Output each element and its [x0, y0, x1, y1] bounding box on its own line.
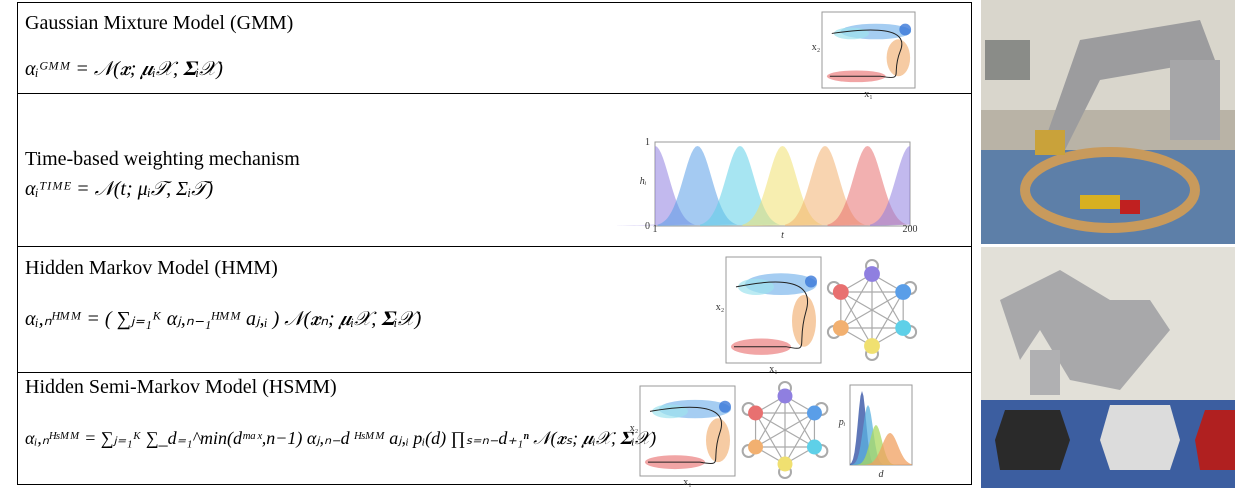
x-tick-label: 200	[903, 224, 918, 235]
row-title: Time-based weighting mechanism	[25, 148, 300, 171]
y-tick-label: 0	[645, 221, 650, 232]
axis-label: x₁	[864, 89, 873, 100]
axis-label: x₁	[683, 477, 692, 488]
state	[748, 406, 763, 421]
y-axis-label: pᵢ	[838, 417, 846, 428]
state	[864, 338, 880, 354]
state	[864, 266, 880, 282]
gaussian	[899, 24, 911, 36]
row-title: Gaussian Mixture Model (GMM)	[25, 12, 293, 35]
axis-label: x₂	[716, 302, 725, 313]
robot-photo-top	[981, 0, 1235, 244]
y-axis-label: hᵢ	[640, 176, 647, 187]
state	[807, 406, 822, 421]
row-formula: αᵢᴳᴹᴹ = 𝒩(𝒙; 𝝁ᵢ𝒳, 𝚺ᵢ𝒳)	[25, 58, 223, 81]
gaussian	[805, 275, 817, 287]
row-formula: αᵢ,ₙᴴˢᴹᴹ = ∑ⱼ₌₁ᴷ ∑_d₌₁^min(dᵐᵃˣ,n−1) αⱼ,…	[25, 428, 656, 449]
x-axis-label: d	[879, 469, 885, 480]
row-formula: αᵢᵀᴵᴹᴱ = 𝒩(t; μᵢ𝒯, Σᵢ𝒯)	[25, 178, 213, 201]
robot-photo-bottom	[981, 247, 1235, 488]
state	[895, 320, 911, 336]
gaussian	[719, 401, 731, 413]
y-tick-label: 1	[645, 137, 650, 148]
figure: x₁x₂x₁x₂x₁x₂120001thᵢdpᵢ Gaussian Mixtur…	[0, 0, 1235, 488]
state	[778, 457, 793, 472]
state	[833, 320, 849, 336]
x-axis-label: t	[781, 230, 784, 241]
axis-label: x₂	[812, 42, 821, 53]
state	[895, 284, 911, 300]
x-tick-label: 1	[653, 224, 658, 235]
gaussian	[652, 404, 688, 418]
row-title: Hidden Markov Model (HMM)	[25, 257, 278, 280]
state	[748, 440, 763, 455]
row-title: Hidden Semi-Markov Model (HSMM)	[25, 376, 337, 399]
state	[807, 440, 822, 455]
gaussian	[834, 28, 869, 40]
state	[833, 284, 849, 300]
row-formula: αᵢ,ₙᴴᴹᴹ = ( ∑ⱼ₌₁ᴷ αⱼ,ₙ₋₁ᴴᴹᴹ aⱼ,ᵢ ) 𝒩(𝒙ₙ;…	[25, 306, 421, 331]
axis-label: x₁	[769, 364, 778, 375]
state	[778, 389, 793, 404]
gaussian	[738, 279, 774, 295]
